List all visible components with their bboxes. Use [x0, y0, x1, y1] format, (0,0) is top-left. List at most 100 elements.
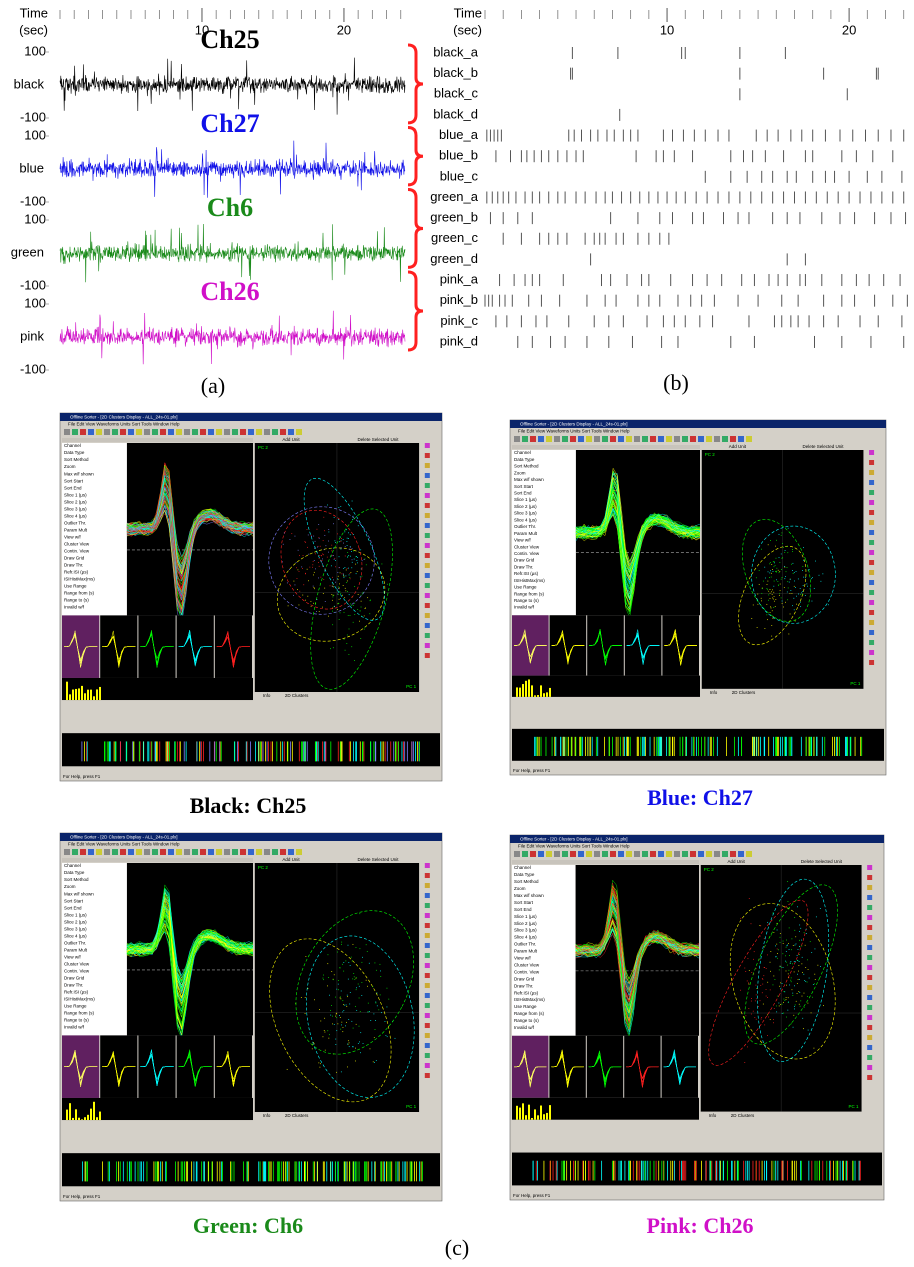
timeline-spike [185, 1161, 187, 1182]
timeline-spike [573, 1160, 574, 1181]
timeline-spike [748, 1160, 750, 1181]
cluster-dot [811, 600, 813, 602]
timeline-spike [156, 1161, 158, 1182]
timeline-spike [199, 741, 201, 762]
cluster-dot [337, 572, 339, 573]
cluster-dot [312, 585, 314, 587]
cluster-dot [807, 1002, 809, 1004]
timeline-spike [693, 1160, 695, 1181]
button-bar [701, 444, 864, 450]
cluster-dot [740, 917, 742, 919]
cluster-dot [304, 997, 306, 998]
toolbar-icon [224, 849, 230, 855]
cluster-dot [340, 540, 342, 542]
toolbar-icon [104, 849, 110, 855]
timeline-spike [159, 741, 161, 762]
unit-waveform [140, 633, 174, 663]
timeline-spike [139, 741, 141, 762]
cluster-dot [337, 575, 339, 577]
timeline-spike [380, 741, 382, 762]
cluster-ellipse [729, 903, 836, 1060]
cluster-dot [355, 563, 357, 565]
waveform [126, 887, 254, 991]
timeline-spike [324, 741, 326, 762]
timeline-spike [156, 741, 157, 762]
side-icon [424, 473, 430, 478]
cluster-dot [331, 544, 333, 546]
cluster-dot [301, 566, 303, 568]
cluster-dot [355, 556, 357, 558]
isi-bar [81, 685, 83, 701]
timeline-spike [348, 741, 350, 762]
timeline-spike [534, 736, 535, 757]
cluster-dot [800, 1000, 802, 1002]
ui-text: Sort Method [64, 877, 89, 882]
cluster-dot [803, 1028, 804, 1030]
ui-text: Invalid w/f [514, 1025, 535, 1030]
cluster-dot [350, 956, 352, 958]
side-icon [867, 1045, 873, 1050]
cluster-dot [797, 578, 799, 580]
timeline-spike [809, 736, 811, 757]
cluster-dot [355, 989, 357, 991]
cluster-dot [794, 944, 796, 946]
cluster-dot [773, 591, 775, 593]
cluster-dot [805, 967, 807, 969]
toolbar-icon [546, 436, 552, 442]
cluster-dot [354, 979, 356, 980]
cluster-dot [345, 575, 347, 577]
ui-text: Slice 2 (µs) [514, 921, 537, 926]
cluster-dot [788, 969, 790, 971]
timeline-spike [166, 1161, 167, 1182]
toolbar-icon [570, 436, 576, 442]
channel-title: Ch27 [200, 109, 259, 138]
cluster-dot [321, 606, 323, 608]
cluster-dot [338, 980, 339, 981]
side-icon [869, 590, 875, 595]
timeline-spike [352, 1161, 354, 1182]
side-icon [424, 953, 430, 958]
trace [59, 140, 406, 198]
cluster-ellipse [277, 547, 386, 642]
unit-name: pink_d [440, 333, 478, 348]
cluster-dot [787, 973, 789, 975]
cluster-dot [304, 1013, 306, 1014]
timeline-spike [143, 1161, 145, 1182]
axis-name: PC 1 [406, 1104, 417, 1109]
timeline-spike [148, 741, 150, 762]
timeline-spike [843, 1160, 844, 1181]
toolbar-icon [634, 436, 640, 442]
cluster-dot [785, 601, 786, 603]
cluster-dot [791, 938, 793, 940]
cluster-dot [324, 1049, 326, 1051]
timeline-spike [406, 741, 408, 762]
timeline-spike [693, 736, 695, 757]
timeline-spike [691, 736, 693, 757]
cluster-dot [352, 1046, 354, 1048]
timeline-spike [837, 736, 839, 757]
cluster-dot [823, 1005, 824, 1007]
cluster-dot [783, 606, 784, 608]
toolbar-icon [200, 429, 206, 435]
caption: Green: Ch6 [193, 1213, 303, 1238]
timeline-spike [583, 1160, 585, 1181]
cluster-dot [769, 1019, 771, 1021]
timeline-spike [119, 1161, 121, 1182]
cluster-dot [350, 572, 352, 573]
y-tick-label: -100 [20, 193, 46, 208]
timeline-spike [611, 1160, 613, 1181]
cluster-dot [796, 959, 798, 961]
cluster-dot [765, 989, 767, 990]
cluster-dot [765, 968, 767, 969]
timeline-spike [836, 736, 838, 757]
cluster-dot [351, 500, 353, 502]
timeline-spike [808, 736, 810, 757]
timeline-spike [134, 1161, 136, 1182]
timeline-spike [591, 736, 593, 757]
cluster-dot [767, 997, 768, 998]
timeline-spike [247, 1161, 249, 1182]
side-icon [867, 955, 873, 960]
toolbar-icon [72, 849, 78, 855]
cluster-dot [303, 584, 305, 586]
cluster-dot [792, 992, 794, 994]
